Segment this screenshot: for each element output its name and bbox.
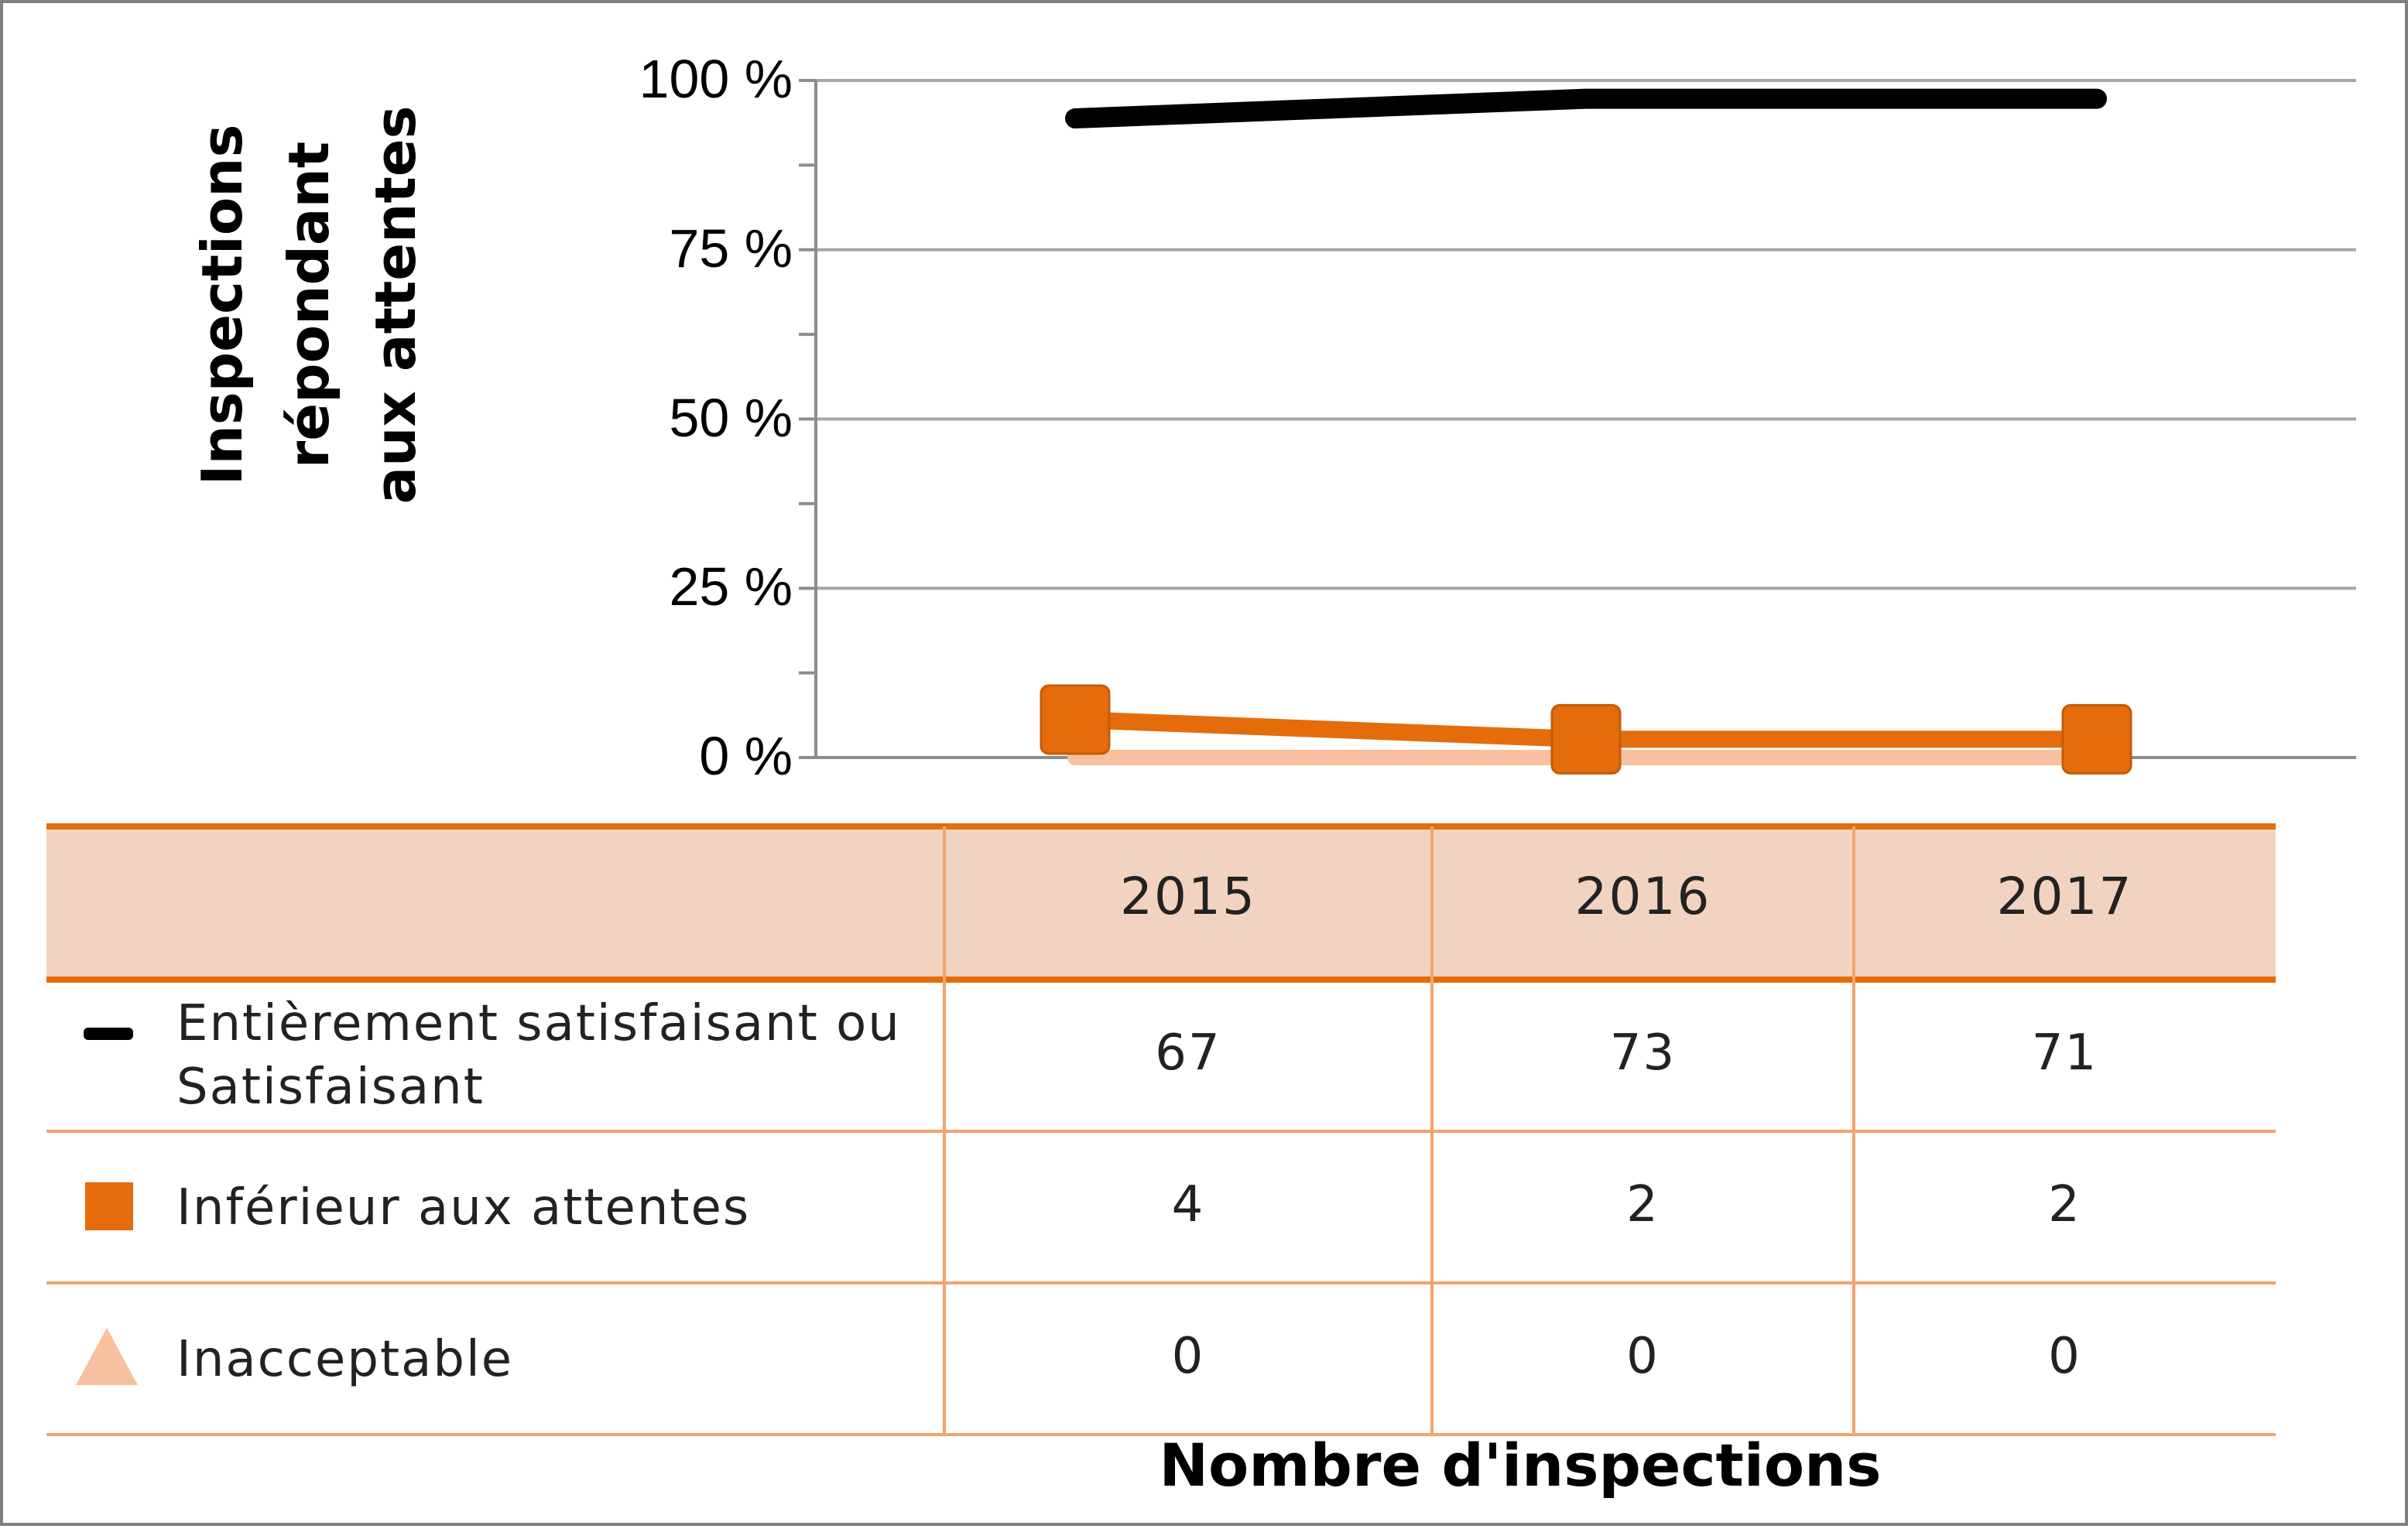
table-cell-value: 4 — [1171, 1176, 1205, 1233]
table-cell-value: 71 — [2031, 1024, 2098, 1082]
table-rule — [46, 823, 2276, 829]
legend-marker-line — [84, 1028, 133, 1040]
data-point-square — [2061, 703, 2132, 775]
table-rule — [46, 1433, 2276, 1436]
legend-marker-triangle — [76, 1328, 138, 1385]
table-header-year: 2016 — [1574, 867, 1711, 926]
data-point-square — [1550, 703, 1622, 775]
table-cell-value: 73 — [1609, 1024, 1677, 1082]
table-rule — [46, 1130, 2276, 1133]
y-tick-label: 75 % — [669, 217, 793, 279]
table-row-label: Inférieur aux attentes — [176, 1179, 751, 1237]
series-line-satisfaisant — [1065, 88, 2107, 128]
table-cell-value: 0 — [1171, 1328, 1205, 1385]
table-rule — [1852, 826, 1855, 1435]
y-tick-label: 50 % — [669, 387, 793, 448]
x-axis-label: Nombre d'inspections — [1159, 1431, 1882, 1500]
y-tick-label: 100 % — [639, 49, 793, 109]
table-row-label: Inacceptable — [176, 1331, 514, 1388]
chart-plot — [799, 79, 2356, 775]
y-tick-label: 0 % — [699, 726, 793, 786]
table-cell-value: 67 — [1155, 1024, 1221, 1082]
y-axis-label: Inspections répondant aux attentes — [190, 105, 428, 505]
table-header-year: 2015 — [1120, 867, 1256, 926]
table-cell-value: 2 — [1626, 1176, 1660, 1233]
table-cell-value: 2 — [2048, 1176, 2081, 1233]
table-row-label: Entièrement satisfaisant ou Satisfaisant — [176, 995, 901, 1116]
table-rule — [943, 826, 946, 1435]
table-rule — [46, 1281, 2276, 1284]
table-cell-value: 0 — [1626, 1328, 1660, 1385]
table-header-year: 2017 — [1996, 867, 2133, 926]
table-rule — [46, 977, 2276, 983]
y-tick-label: 25 % — [669, 556, 793, 617]
table-header-row — [46, 826, 2276, 980]
legend-marker-square — [85, 1182, 133, 1230]
data-point-square — [1040, 684, 1111, 755]
table-rule — [1430, 826, 1433, 1435]
table-cell-value: 0 — [2048, 1328, 2081, 1385]
